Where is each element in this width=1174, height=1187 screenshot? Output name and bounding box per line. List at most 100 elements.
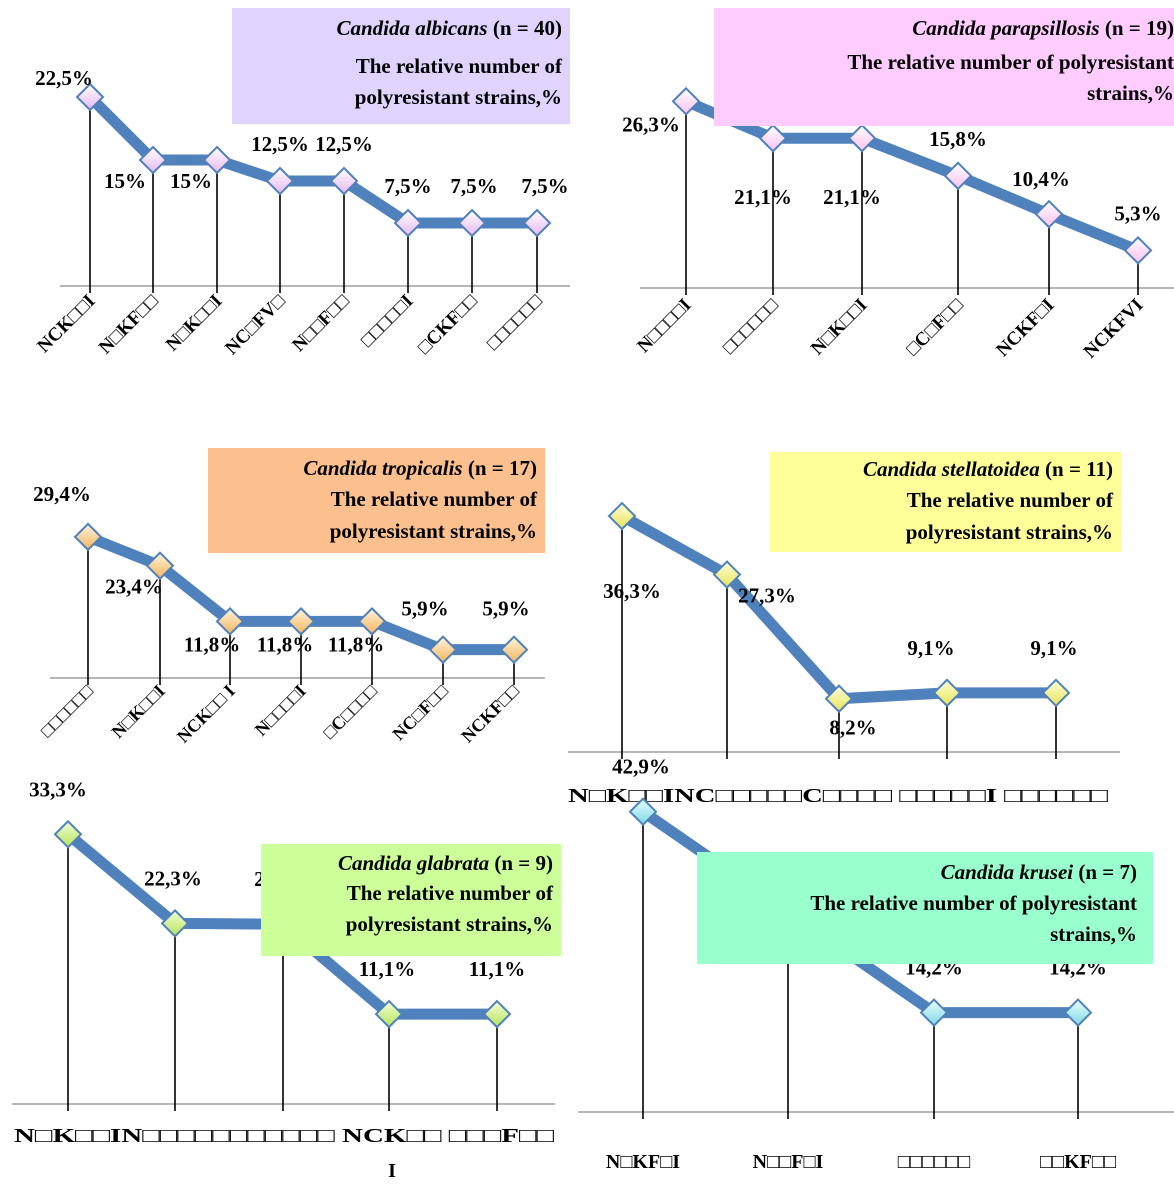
data-label-1: 22,5% xyxy=(35,66,93,90)
category-label-5: □C□□□□ xyxy=(319,681,381,743)
data-label-5: 10,4% xyxy=(1012,167,1070,191)
data-label-1: 29,4% xyxy=(33,482,91,506)
data-point-5 xyxy=(329,166,359,196)
data-point-3 xyxy=(215,606,245,636)
category-label-5: N□□F□□ xyxy=(288,290,354,356)
data-point-4 xyxy=(943,161,973,191)
data-point-5 xyxy=(1041,678,1071,708)
category-label-7: □CKF□□ xyxy=(414,290,482,358)
data-point-1 xyxy=(53,819,83,849)
category-label-4: N□□□□I xyxy=(251,681,310,740)
data-label-8: 7,5% xyxy=(521,174,568,198)
chart-title: Candida glabrata (n = 9) xyxy=(338,851,553,875)
title-count: (n = 17) xyxy=(463,456,537,480)
chart-subtitle-1: The relative number of xyxy=(356,54,563,78)
data-point-1 xyxy=(671,86,701,116)
category-label-1: N□□□□I xyxy=(633,295,695,357)
data-point-2 xyxy=(712,560,742,589)
category-label-1: □□□□□□ xyxy=(37,681,97,741)
data-label-4: 11,8% xyxy=(257,632,314,656)
data-label-3: 21,1% xyxy=(823,185,881,209)
title-box xyxy=(714,8,1174,126)
chart-3: 29,4% 23,4% 11,8% 11,8% 11,8% 5,9% 5,9% Candida… xyxy=(33,448,545,747)
title-box xyxy=(261,844,561,956)
data-label-2: 15% xyxy=(104,169,146,193)
data-point-4 xyxy=(1063,998,1093,1028)
data-point-6 xyxy=(428,635,458,665)
data-label-1: 33,3% xyxy=(29,777,87,801)
category-label-2: N□K□□I xyxy=(108,681,169,742)
data-label-2: 27,3% xyxy=(738,584,796,608)
category-label-3: NCK□□ I xyxy=(173,681,239,747)
chart-title: Candida krusei (n = 7) xyxy=(941,860,1137,884)
data-point-2 xyxy=(160,908,190,938)
data-label-4: 12,5% xyxy=(251,132,309,156)
data-point-2 xyxy=(145,551,175,581)
category-label-6: NC□F□□ xyxy=(388,681,451,744)
title-count: (n = 7) xyxy=(1073,860,1137,884)
chart-subtitle-2: polyresistant strains,% xyxy=(906,520,1113,544)
data-label-1: 36,3% xyxy=(603,579,661,603)
chart-subtitle-1: The relative number of xyxy=(907,488,1114,512)
title-species: Candida stellatoidea xyxy=(863,457,1040,481)
category-label-2: □□□□□□ xyxy=(719,294,783,358)
data-label-7: 5,9% xyxy=(482,597,529,621)
data-point-6 xyxy=(393,208,423,238)
data-label-1: 42,9% xyxy=(612,755,670,779)
chart-subtitle-2: polyresistant strains,% xyxy=(355,85,562,109)
category-label-7: NCKF□□ xyxy=(457,681,523,747)
title-count: (n = 9) xyxy=(489,851,553,875)
category-label-3: □□□□□□ xyxy=(898,1151,970,1173)
data-point-2 xyxy=(138,145,168,175)
category-label-1: N□KF□I xyxy=(606,1151,680,1173)
title-box xyxy=(208,448,545,553)
data-label-1: 26,3% xyxy=(622,112,680,136)
data-point-1 xyxy=(73,522,103,552)
data-point-6 xyxy=(1123,235,1153,265)
title-count: (n = 11) xyxy=(1040,457,1113,481)
title-species: Candida krusei xyxy=(941,860,1074,884)
data-point-4 xyxy=(265,166,295,196)
data-label-4: 9,1% xyxy=(907,636,954,660)
data-label-6: 5,9% xyxy=(401,597,448,621)
title-count: (n = 40) xyxy=(488,16,562,40)
data-point-4 xyxy=(932,678,962,708)
chart-6: 42,9%14,2% 14,2%Candida krusei (n = 7)The… xyxy=(578,755,1174,1173)
category-label-1: NCK□□I xyxy=(33,291,99,357)
data-label-7: 7,5% xyxy=(450,174,497,198)
data-point-3 xyxy=(847,123,877,153)
chart-subtitle-1: The relative number of xyxy=(347,881,554,905)
category-label-4: □C□F□□ xyxy=(902,294,968,360)
chart-subtitle-1: The relative number of polyresistant xyxy=(810,891,1137,915)
chart-title: Candida parapsillosis (n = 19) xyxy=(912,16,1174,40)
category-label-8: □□□□□□ xyxy=(483,290,547,354)
chart-subtitle-1: The relative number of xyxy=(331,487,538,511)
data-label-5: 9,1% xyxy=(1030,636,1077,660)
title-species: Candida parapsillosis xyxy=(912,16,1099,40)
chart-title: Candida albicans (n = 40) xyxy=(336,16,562,40)
category-label-3: N□K□□I xyxy=(807,295,872,360)
data-label-5: 11,8% xyxy=(328,632,385,656)
category-label-2: N□□F□I xyxy=(753,1151,824,1173)
data-label-4: 15,8% xyxy=(929,127,987,151)
data-label-3: 15% xyxy=(170,169,212,193)
chart-subtitle-1: The relative number of polyresistant xyxy=(847,50,1174,74)
chart-5: 33,3%22,3%22,2%11,1%11,1%Candida glabrat… xyxy=(12,777,561,1182)
data-point-4 xyxy=(286,606,316,636)
data-point-5 xyxy=(357,606,387,636)
category-labels-line2: I xyxy=(388,1160,396,1182)
chart-1: 22,5% 15% 15% 12,5% 12,5% 7,5% 7,5% 7,5% Candida… xyxy=(33,8,570,359)
chart-subtitle-2: polyresistant strains,% xyxy=(346,912,553,936)
data-point-1 xyxy=(628,797,658,827)
data-label-4: 11,1% xyxy=(359,957,416,981)
chart-subtitle-2: strains,% xyxy=(1087,81,1174,105)
category-label-3: N□K□□I xyxy=(162,291,227,356)
category-label-6: □□□□□I xyxy=(357,291,418,352)
category-label-6: NCKFVI xyxy=(1080,295,1148,363)
data-point-8 xyxy=(522,208,552,238)
data-label-6: 7,5% xyxy=(384,174,431,198)
data-point-7 xyxy=(499,635,529,665)
data-point-3 xyxy=(919,998,949,1028)
chart-2: 26,3% 21,1% 21,1% 15,8% 10,4% 5,3% Candida par… xyxy=(622,8,1174,363)
